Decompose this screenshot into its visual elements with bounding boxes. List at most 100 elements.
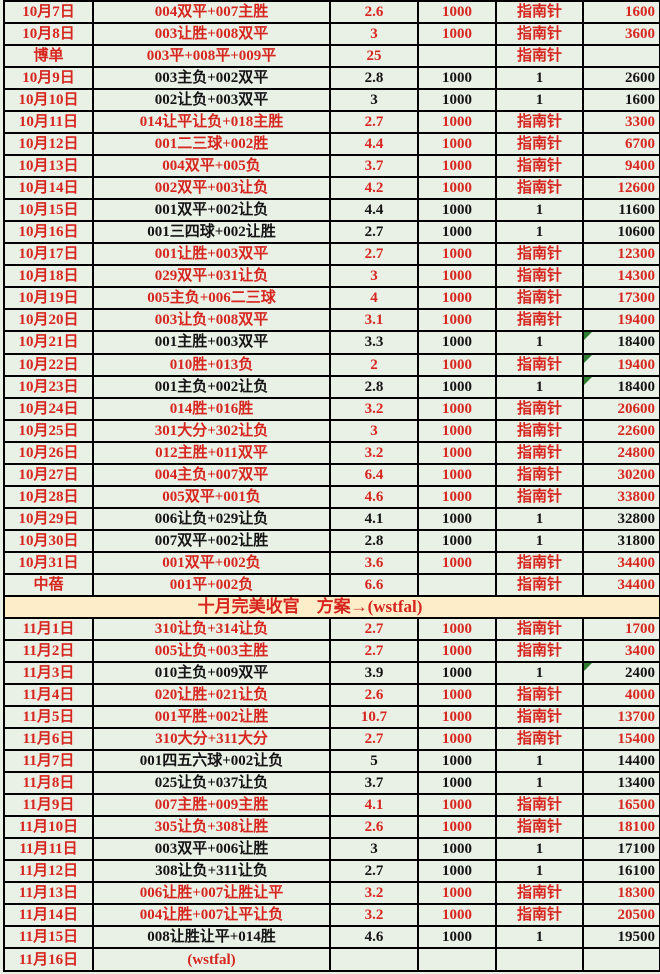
stake-cell: 1000 xyxy=(417,815,497,840)
comment-triangle-icon xyxy=(585,355,592,363)
result-cell: 33800 xyxy=(582,484,660,509)
stake-cell: 1000 xyxy=(417,837,497,862)
source-cell: 指南针 xyxy=(495,418,584,443)
source-cell: 指南针 xyxy=(495,264,584,289)
source-cell: 指南针 xyxy=(495,815,584,840)
result-cell: 14300 xyxy=(582,264,660,289)
source-cell: 指南针 xyxy=(495,550,584,575)
odds-cell: 3 xyxy=(329,418,419,443)
result-cell: 16100 xyxy=(582,859,660,884)
stake-cell: 1000 xyxy=(417,462,497,487)
source-cell: 1 xyxy=(495,88,584,113)
plan-cell: 007主胜+009主胜 xyxy=(92,793,331,818)
odds-cell: 4.1 xyxy=(329,506,419,531)
stake-cell: 1000 xyxy=(417,330,497,355)
stake-cell: 1000 xyxy=(417,198,497,223)
date-cell: 10月18日 xyxy=(3,264,94,289)
odds-cell: 4.1 xyxy=(329,793,419,818)
plan-cell: 003主负+002双平 xyxy=(92,66,331,91)
plan-cell: 001二三球+002胜 xyxy=(92,132,331,157)
date-cell: 11月4日 xyxy=(3,682,94,708)
table-row: 11月2日 005让负+003主胜 2.7 1000 指南针 3400 xyxy=(3,638,660,663)
date-cell: 10月30日 xyxy=(3,528,94,553)
odds-cell: 3.1 xyxy=(329,308,419,333)
plan-cell: 014让平让负+018主胜 xyxy=(92,110,331,135)
result-cell: 13700 xyxy=(582,704,660,730)
stake-cell: 1000 xyxy=(417,220,497,245)
plan-cell: 003让负+008双平 xyxy=(92,308,331,333)
odds-cell: 4.2 xyxy=(329,176,419,201)
banner-row: 十月完美收官 方案→(wstfal) xyxy=(3,594,660,619)
table-row: 10月12日 001二三球+002胜 4.4 1000 指南针 6700 xyxy=(3,132,660,157)
stake-cell: 1000 xyxy=(417,749,497,774)
stake-cell: 1000 xyxy=(417,88,497,113)
result-cell: 12600 xyxy=(582,176,660,201)
stake-cell: 1000 xyxy=(417,154,497,179)
result-cell: 10600 xyxy=(582,220,660,245)
date-cell: 10月9日 xyxy=(3,66,94,91)
result-cell: 20600 xyxy=(582,396,660,421)
table-row: 10月20日 003让负+008双平 3.1 1000 指南针 19400 xyxy=(3,308,660,333)
result-cell: 3300 xyxy=(582,110,660,135)
source-cell: 1 xyxy=(495,374,584,399)
date-cell: 10月19日 xyxy=(3,286,94,311)
plan-cell: 007双平+002让胜 xyxy=(92,528,331,553)
odds-cell: 3.7 xyxy=(329,771,419,796)
stake-cell: 1000 xyxy=(417,110,497,135)
source-cell: 1 xyxy=(495,198,584,223)
odds-cell: 3.9 xyxy=(329,660,419,685)
date-cell: 10月16日 xyxy=(3,220,94,245)
result-cell: 3400 xyxy=(582,638,660,663)
result-cell: 22600 xyxy=(582,418,660,443)
odds-cell: 2.7 xyxy=(329,859,419,884)
odds-cell: 3 xyxy=(329,264,419,289)
date-cell: 10月17日 xyxy=(3,242,94,267)
source-cell: 指南针 xyxy=(495,154,584,179)
source-cell: 指南针 xyxy=(495,132,584,157)
month-summary-banner: 十月完美收官 方案→(wstfal) xyxy=(3,594,660,619)
result-cell: 20500 xyxy=(582,903,660,928)
result-cell: 19400 xyxy=(582,352,660,377)
source-cell: 1 xyxy=(495,660,584,685)
source-cell: 1 xyxy=(495,859,584,884)
plan-cell: 001双平+002负 xyxy=(92,550,331,575)
odds-cell: 3.2 xyxy=(329,440,419,465)
result-cell: 16500 xyxy=(582,793,660,818)
source-cell xyxy=(495,947,584,972)
odds-cell: 10.7 xyxy=(329,704,419,730)
table-row: 10月30日 007双平+002让胜 2.8 1000 1 31800 xyxy=(3,528,660,553)
results-table: 10月7日 004双平+007主胜 2.6 1000 指南针 1600 10月8日 003让胜… xyxy=(3,0,660,972)
result-cell: 18400 xyxy=(582,330,660,355)
odds-cell: 3.2 xyxy=(329,903,419,928)
plan-cell: 310让负+314让负 xyxy=(92,616,331,641)
odds-cell: 2.7 xyxy=(329,638,419,663)
source-cell: 指南针 xyxy=(495,176,584,201)
stake-cell xyxy=(417,947,497,972)
source-cell: 指南针 xyxy=(495,572,584,597)
comment-triangle-icon xyxy=(585,377,592,385)
stake-cell: 1000 xyxy=(417,132,497,157)
stake-cell: 1000 xyxy=(417,727,497,752)
date-cell: 10月24日 xyxy=(3,396,94,421)
date-cell: 11月13日 xyxy=(3,881,94,906)
source-cell: 指南针 xyxy=(495,704,584,730)
date-cell: 11月8日 xyxy=(3,771,94,796)
plan-cell: 004双平+007主胜 xyxy=(92,0,331,25)
date-cell: 10月11日 xyxy=(3,110,94,135)
stake-cell: 1000 xyxy=(417,176,497,201)
odds-cell: 4.4 xyxy=(329,132,419,157)
odds-cell: 6.4 xyxy=(329,462,419,487)
date-cell: 10月27日 xyxy=(3,462,94,487)
odds-cell: 3.2 xyxy=(329,881,419,906)
date-cell: 10月13日 xyxy=(3,154,94,179)
plan-cell: 005双平+001负 xyxy=(92,484,331,509)
source-cell: 指南针 xyxy=(495,22,584,47)
stake-cell: 1000 xyxy=(417,793,497,818)
result-cell: 18400 xyxy=(582,374,660,399)
plan-cell: 003平+008平+009平 xyxy=(92,44,331,69)
plan-cell: 010胜+013负 xyxy=(92,352,331,377)
stake-cell xyxy=(417,44,497,69)
table-row: 11月6日 310大分+311大分 2.7 1000 指南针 15400 xyxy=(3,727,660,752)
date-cell: 11月10日 xyxy=(3,815,94,840)
result-cell: 17100 xyxy=(582,837,660,862)
